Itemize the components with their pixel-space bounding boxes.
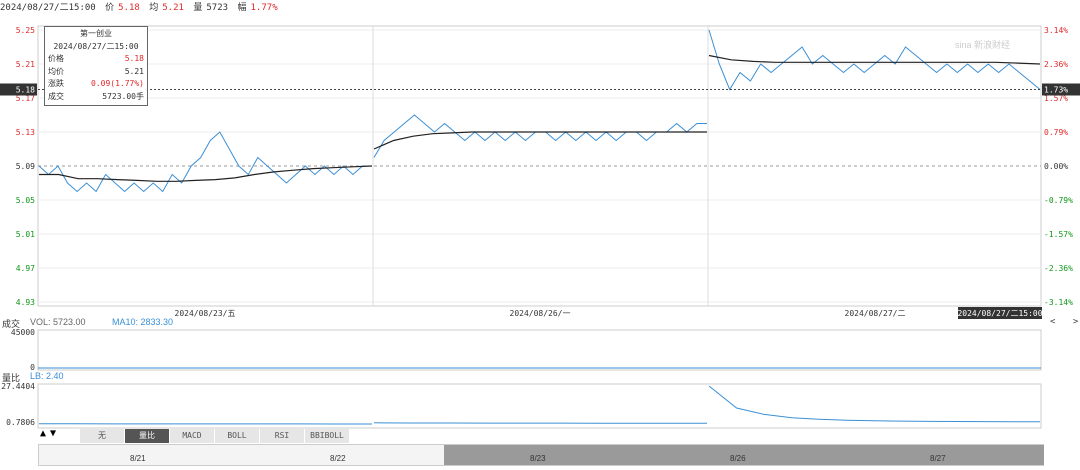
header-pct: 1.77% xyxy=(250,3,278,13)
scroll-arrows: < > xyxy=(1050,317,1080,327)
volume-panel-label: 成交 xyxy=(2,319,21,329)
pct-tick: -0.79% xyxy=(1044,196,1073,205)
tab-4[interactable]: RSI xyxy=(260,429,305,443)
pct-tick: 1.57% xyxy=(1044,94,1068,103)
tooltip-date: 2024/08/27/二15:00 xyxy=(53,41,139,51)
price-tick: 5.21 xyxy=(16,60,35,69)
tab-0[interactable]: 无 xyxy=(80,429,125,443)
tooltip-avg: 5.21 xyxy=(124,66,144,76)
tooltip-panel: 第一创业 2024/08/27/二15:00 价格 5.18 均价 5.21 涨跌 0… xyxy=(44,26,148,106)
zoom-down-icon[interactable]: ▼ xyxy=(50,428,57,439)
tooltip-price-label: 价格 xyxy=(48,54,64,64)
current-price-badge xyxy=(0,83,37,96)
time-navigator[interactable] xyxy=(38,444,1044,466)
tab-5[interactable]: BBIBOLL xyxy=(305,429,350,443)
price-tick: 5.17 xyxy=(16,94,35,103)
zoom-up-icon[interactable]: ▲ xyxy=(40,428,47,439)
pct-tick: 3.14% xyxy=(1044,26,1068,35)
day-label: 2024/08/23/五 xyxy=(175,309,236,318)
price-tick: 5.25 xyxy=(16,26,35,35)
volume-tick: 0 xyxy=(30,363,35,372)
current-pct-badge xyxy=(1042,83,1080,96)
navigator-label: 8/23 xyxy=(530,454,546,463)
header-datetime: 2024/08/27/二15:00 xyxy=(0,3,96,13)
pct-tick: -3.14% xyxy=(1044,298,1073,307)
sina-watermark: sina 新浪财经 xyxy=(955,39,1010,50)
current-price-tag: 5.18 xyxy=(16,86,35,95)
price-tick: 5.01 xyxy=(16,230,35,239)
header-vol: 5723 xyxy=(206,3,229,13)
header-price-label: 价 xyxy=(105,3,115,13)
avg-price-line xyxy=(39,165,373,182)
price-tick: 5.09 xyxy=(16,162,35,171)
price-tick: 4.97 xyxy=(16,264,35,273)
tooltip-chg-label: 涨跌 xyxy=(48,79,64,89)
ratio-line xyxy=(708,385,1040,423)
tooltip-vol-label: 成交 xyxy=(48,91,64,101)
pct-tick: -1.57% xyxy=(1044,230,1073,239)
ratio-lb-text: LB: 2.40 xyxy=(30,371,64,381)
tooltip-avg-label: 均价 xyxy=(48,66,64,76)
avg-price-line xyxy=(373,131,707,150)
scroll-left-icon[interactable]: < xyxy=(1050,317,1056,327)
ratio-tick: 27.4404 xyxy=(1,382,35,391)
ratio-panel-label: 量比 xyxy=(2,373,21,383)
tab-1[interactable]: 量比 xyxy=(125,429,170,443)
pct-tick: -2.36% xyxy=(1044,264,1073,273)
volume-ma-text: MA10: 2833.30 xyxy=(112,317,174,327)
navigator-label: 8/21 xyxy=(130,454,146,463)
pct-tick: 0.00% xyxy=(1044,162,1068,171)
header-avg: 5.21 xyxy=(162,3,184,13)
volume-tick: 45000 xyxy=(11,328,35,337)
tooltip-price: 5.18 xyxy=(124,54,144,64)
tooltip-title: 第一创业 xyxy=(80,29,112,38)
current-time-badge xyxy=(958,307,1042,319)
pct-tick: 0.79% xyxy=(1044,128,1068,137)
price-line xyxy=(708,29,1041,91)
price-line xyxy=(373,114,707,158)
price-tick: 4.93 xyxy=(16,298,35,307)
tooltip-chg: 0.09(1.77%) xyxy=(91,79,144,89)
pct-tick: 2.36% xyxy=(1044,60,1068,69)
navigator-label: 8/22 xyxy=(330,454,346,463)
day-label: 2024/08/27/二 xyxy=(845,309,906,318)
navigator-label: 8/26 xyxy=(730,454,746,463)
price-tick: 5.05 xyxy=(16,196,35,205)
volume-vol-text: VOL: 5723.00 xyxy=(30,317,86,327)
quote-header: 2024/08/27/二15:00 价 5.18 均 5.21 量 5723 幅 1.7… xyxy=(0,0,1080,16)
navigator-selection[interactable] xyxy=(444,445,1044,465)
zoom-controls: ▲ ▼ xyxy=(40,428,60,439)
tooltip-vol: 5723.00手 xyxy=(102,91,144,101)
avg-price-line xyxy=(708,54,1041,65)
tab-2[interactable]: MACD xyxy=(170,429,215,443)
current-time-label: 2024/08/27/二15:00 xyxy=(957,309,1042,318)
navigator-label: 8/27 xyxy=(930,454,946,463)
ratio-tick: 0.7806 xyxy=(6,418,35,427)
header-price: 5.18 xyxy=(118,3,140,13)
scroll-right-icon[interactable]: > xyxy=(1072,317,1079,327)
price-tick: 5.13 xyxy=(16,128,35,137)
tab-3[interactable]: BOLL xyxy=(215,429,260,443)
header-avg-label: 均 xyxy=(149,3,159,13)
volume-frame xyxy=(37,329,1042,371)
indicator-tabs: 无量比 MACD BOLL RSI BBIBOLL xyxy=(80,429,350,443)
price-line xyxy=(38,131,372,193)
header-pct-label: 幅 xyxy=(237,3,247,13)
day-label: 2024/08/26/一 xyxy=(510,309,571,318)
ratio-frame xyxy=(37,383,1042,429)
header-vol-label: 量 xyxy=(193,3,203,13)
current-pct-tag: 1.73% xyxy=(1044,86,1068,95)
